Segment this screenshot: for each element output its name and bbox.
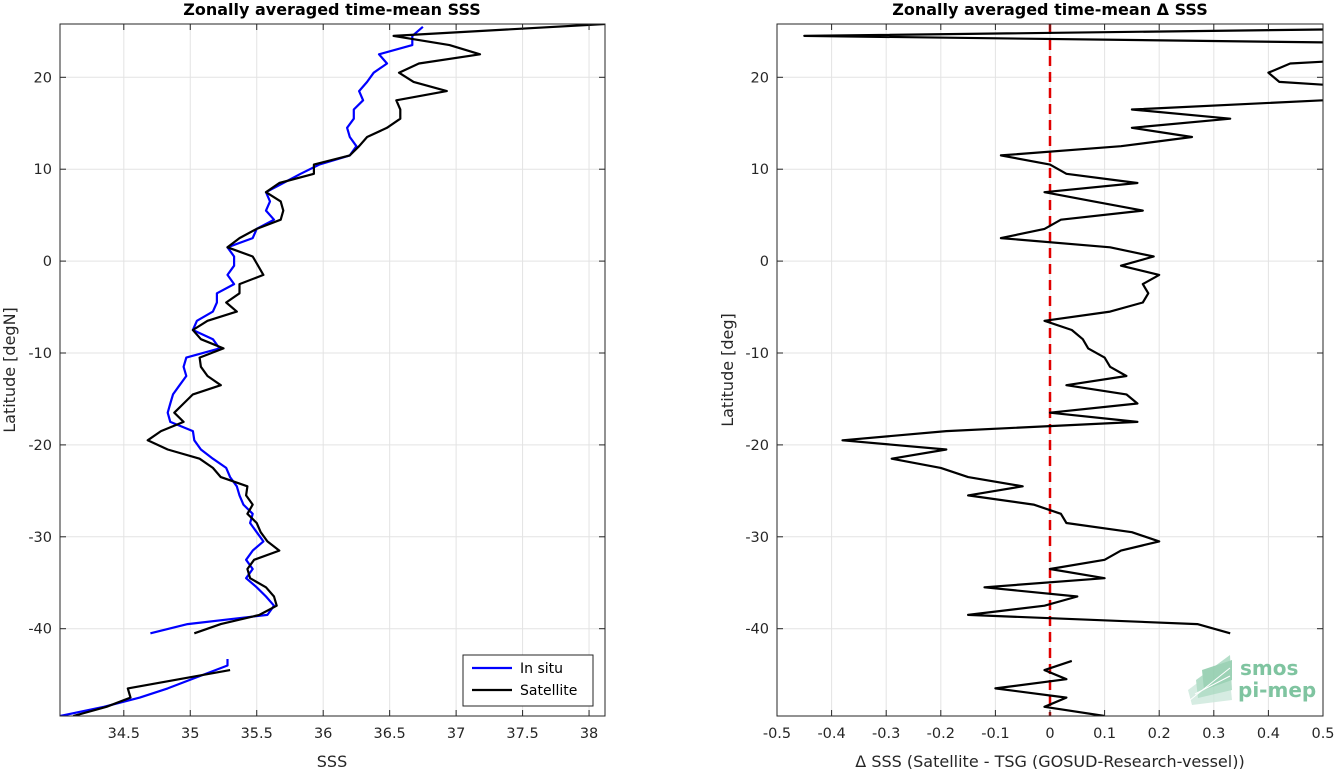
legend: In situ Satellite [462,654,594,707]
legend-box [462,654,594,707]
x-tick-label: 0 [1045,726,1054,742]
delta-sss-chart: Zonally averaged time-mean Δ SSS Δ SSS (… [718,0,1335,769]
x-tick-label: 36 [314,726,332,742]
y-tick-label: -40 [745,622,769,638]
x-tick-label: -0.1 [981,726,1009,742]
series-line-series [803,28,1323,44]
x-tick-label: 35 [181,726,199,742]
y-tick-label: 0 [43,254,52,270]
x-tick-label: 0.4 [1257,726,1280,742]
tick-labels: 34.5 35 35.5 36 36.5 37 37.5 38 -40 -30 -20 -10 0 10 2… [28,24,605,742]
x-tick-label: 34.5 [108,726,140,742]
x-tick-label: -0.5 [763,726,791,742]
logo-text-line2: pi-mep [1238,678,1316,702]
y-tick-label: 10 [751,162,769,178]
x-tick-label: -0.4 [817,726,845,742]
y-tick-label: -10 [28,346,52,362]
series-line-satellite [146,24,605,635]
x-tick-label: 37.5 [506,726,538,742]
sss-chart: Zonally averaged time-mean SSS SSS Latit… [0,0,606,769]
y-axis-title: Latitude [degN] [0,307,19,433]
x-tick-label: 0.3 [1202,726,1225,742]
x-tick-label: 38 [580,726,598,742]
y-tick-label: -20 [28,438,52,454]
y-tick-label: 20 [34,70,52,86]
series-line-series [1267,60,1323,86]
y-tick-label: 10 [34,162,52,178]
x-tick-label: 35.5 [241,726,273,742]
y-tick-label: -30 [28,530,52,546]
x-tick-label: 0.1 [1093,726,1116,742]
series-group [60,24,605,716]
series-line-series [994,659,1105,716]
legend-label-in-situ: In situ [520,661,563,677]
chart-title: Zonally averaged time-mean Δ SSS [892,0,1208,19]
y-tick-label: -10 [745,346,769,362]
x-tick-label: 0.5 [1311,726,1334,742]
plot-area [59,23,606,717]
legend-label-satellite: Satellite [520,683,577,699]
grid [60,24,605,716]
x-tick-label: 37 [447,726,465,742]
y-tick-label: -30 [745,530,769,546]
logo-text-line1: smos [1240,656,1298,680]
y-tick-label: 20 [751,70,769,86]
series-line-series [841,99,1323,635]
x-tick-label: 0.2 [1148,726,1171,742]
y-tick-label: -40 [28,622,52,638]
tick-labels: -0.5 -0.4 -0.3 -0.2 -0.1 0 0.1 0.2 0.3 0.4 0.5 -40 -… [745,24,1335,742]
x-tick-label: -0.2 [927,726,955,742]
series-line-satellite [73,669,231,716]
series-line-in-situ [60,659,229,716]
x-axis-title: SSS [317,752,347,769]
y-tick-label: 0 [760,254,769,270]
y-tick-label: -20 [745,438,769,454]
series-group [803,28,1323,716]
x-tick-label: 36.5 [374,726,406,742]
y-axis-title: Latitude [deg] [718,313,737,427]
x-axis-title: Δ SSS (Satellite - TSG (GOSUD-Research-v… [855,752,1244,769]
logo-emblem-icon [1188,655,1232,705]
x-tick-label: -0.3 [872,726,900,742]
smos-pi-mep-logo: smos pi-mep [1188,655,1316,705]
chart-title: Zonally averaged time-mean SSS [183,0,481,19]
